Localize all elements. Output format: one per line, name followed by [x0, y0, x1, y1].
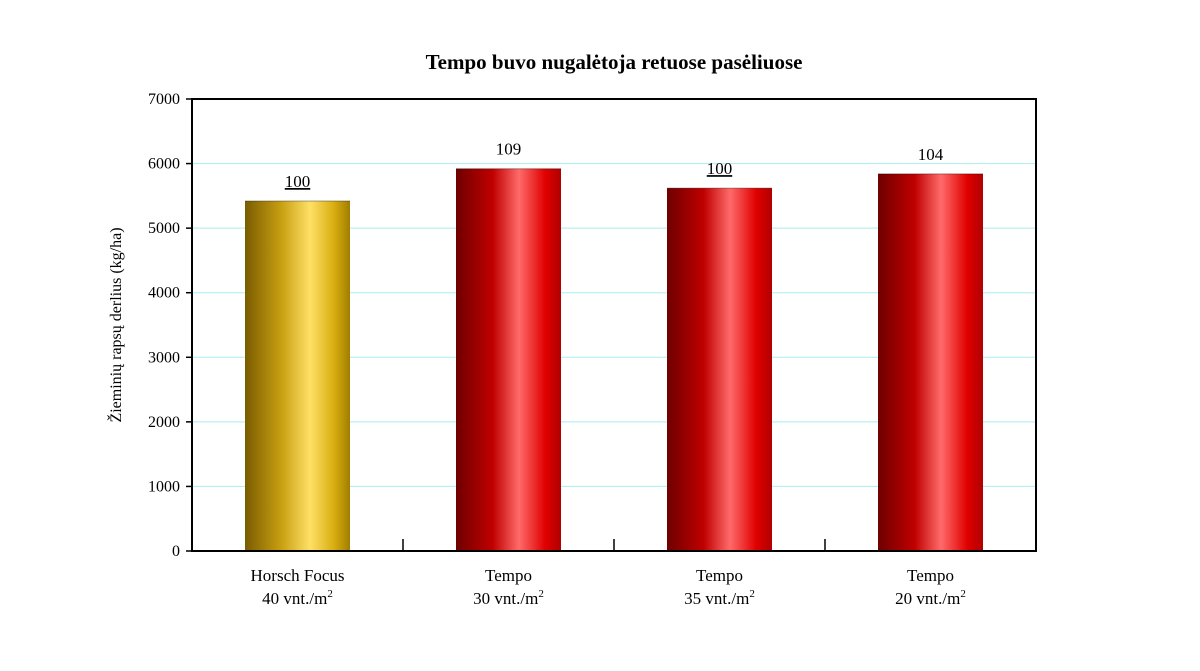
bar [456, 169, 561, 551]
category-label: Tempo [907, 566, 954, 585]
category-label-unit: 20 vnt./m2 [895, 588, 966, 608]
data-label: 104 [918, 145, 944, 164]
data-label: 100 [707, 159, 733, 178]
bar [245, 201, 350, 551]
category-label: Tempo [696, 566, 743, 585]
y-tick-label: 1000 [148, 478, 180, 495]
category-label: Tempo [485, 566, 532, 585]
category-label-unit: 30 vnt./m2 [473, 588, 544, 608]
data-label: 109 [496, 140, 522, 159]
bar [667, 188, 772, 551]
category-label: Horsch Focus [251, 566, 345, 585]
y-tick-label: 5000 [148, 220, 180, 237]
y-tick-label: 0 [172, 543, 180, 560]
y-tick-label: 6000 [148, 156, 180, 173]
category-label-unit: 35 vnt./m2 [684, 588, 755, 608]
y-tick-label: 3000 [148, 349, 180, 366]
y-tick-label: 2000 [148, 414, 180, 431]
y-axis-label: Žieminių rapsų derlius (kg/ha) [106, 227, 125, 422]
bar [878, 174, 983, 551]
y-tick-label: 7000 [148, 91, 180, 108]
category-label-unit: 40 vnt./m2 [262, 588, 333, 608]
data-label: 100 [285, 172, 311, 191]
y-tick-label: 4000 [148, 285, 180, 302]
